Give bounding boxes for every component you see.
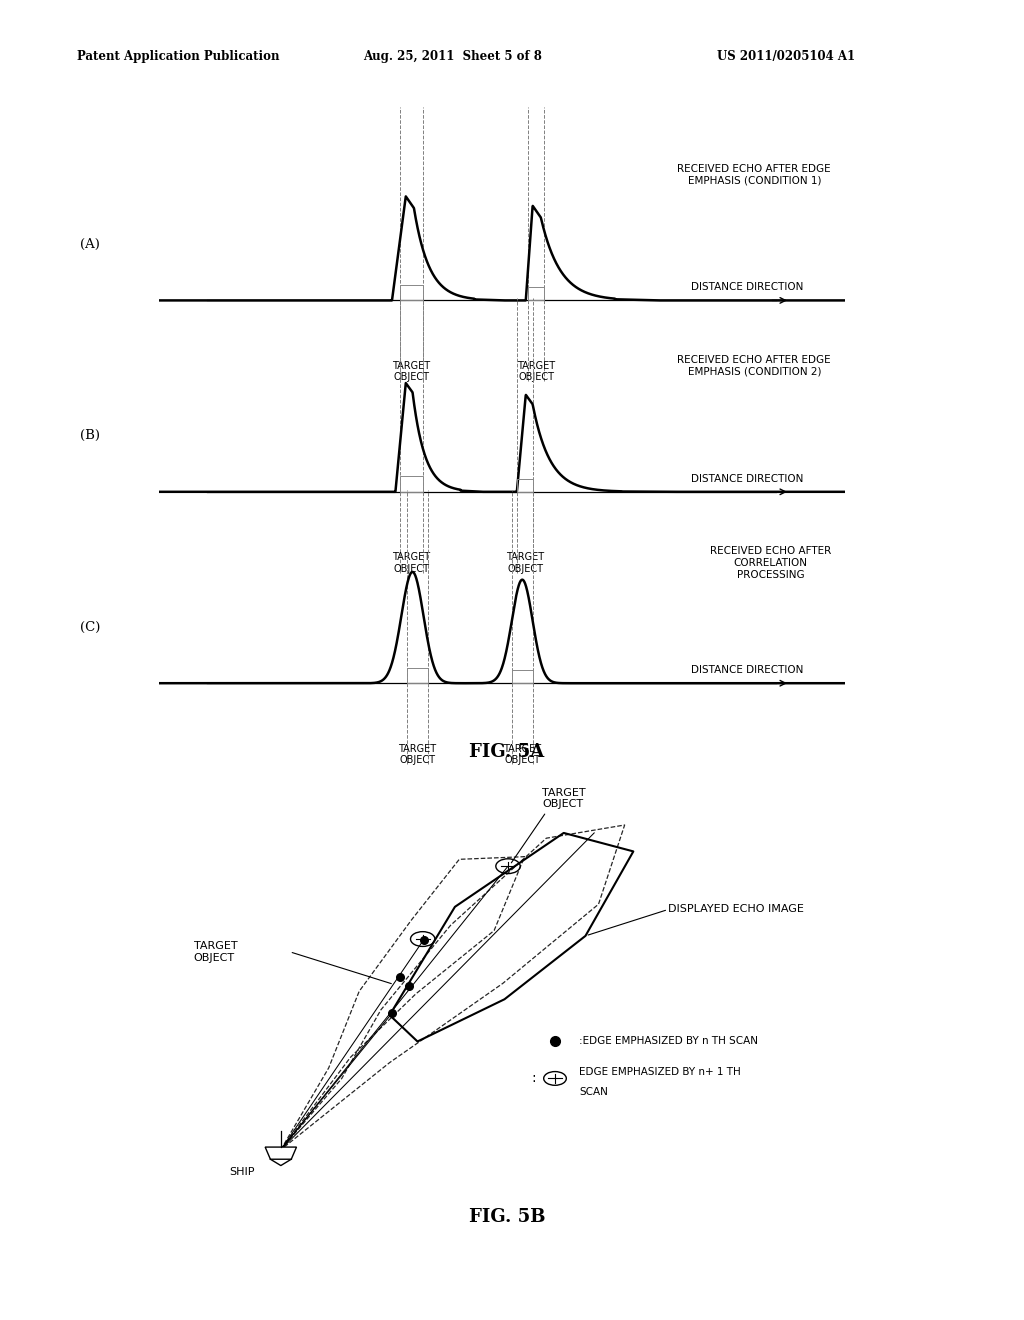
Text: RECEIVED ECHO AFTER
CORRELATION
PROCESSING: RECEIVED ECHO AFTER CORRELATION PROCESSI…	[710, 546, 831, 579]
Text: FIG. 5B: FIG. 5B	[469, 1208, 545, 1226]
Text: TARGET
OBJECT: TARGET OBJECT	[506, 552, 544, 574]
Text: TARGET
OBJECT: TARGET OBJECT	[398, 743, 436, 766]
Text: TARGET
OBJECT: TARGET OBJECT	[392, 360, 431, 383]
Text: DISPLAYED ECHO IMAGE: DISPLAYED ECHO IMAGE	[668, 904, 804, 915]
Text: DISTANCE DIRECTION: DISTANCE DIRECTION	[691, 665, 804, 675]
Text: :EDGE EMPHASIZED BY n TH SCAN: :EDGE EMPHASIZED BY n TH SCAN	[580, 1036, 759, 1047]
Bar	[512, 671, 532, 684]
Text: RECEIVED ECHO AFTER EDGE
EMPHASIS (CONDITION 1): RECEIVED ECHO AFTER EDGE EMPHASIS (CONDI…	[678, 164, 831, 185]
Text: TARGET
OBJECT: TARGET OBJECT	[542, 788, 586, 809]
Text: (A): (A)	[80, 238, 100, 251]
Text: TARGET
OBJECT: TARGET OBJECT	[194, 941, 238, 962]
Bar	[517, 479, 534, 492]
Text: EDGE EMPHASIZED BY n+ 1 TH: EDGE EMPHASIZED BY n+ 1 TH	[580, 1067, 741, 1077]
Text: TARGET
OBJECT: TARGET OBJECT	[392, 552, 431, 574]
Text: DISTANCE DIRECTION: DISTANCE DIRECTION	[691, 474, 804, 483]
Text: Patent Application Publication: Patent Application Publication	[77, 50, 280, 63]
Text: FIG. 5A: FIG. 5A	[469, 743, 545, 762]
Text: US 2011/0205104 A1: US 2011/0205104 A1	[717, 50, 855, 63]
Bar	[400, 477, 423, 492]
Text: SHIP: SHIP	[229, 1167, 254, 1177]
Text: TARGET
OBJECT: TARGET OBJECT	[503, 743, 542, 766]
Text: SCAN: SCAN	[580, 1086, 608, 1097]
Text: :: :	[531, 1072, 536, 1085]
Text: (C): (C)	[80, 620, 100, 634]
Text: TARGET
OBJECT: TARGET OBJECT	[517, 360, 555, 383]
Text: RECEIVED ECHO AFTER EDGE
EMPHASIS (CONDITION 2): RECEIVED ECHO AFTER EDGE EMPHASIS (CONDI…	[678, 355, 831, 376]
Bar	[400, 285, 423, 301]
Text: DISTANCE DIRECTION: DISTANCE DIRECTION	[691, 282, 804, 292]
Text: Aug. 25, 2011  Sheet 5 of 8: Aug. 25, 2011 Sheet 5 of 8	[364, 50, 543, 63]
Bar	[408, 668, 428, 684]
Text: (B): (B)	[80, 429, 100, 442]
Bar	[527, 288, 545, 301]
Polygon shape	[265, 1147, 297, 1159]
